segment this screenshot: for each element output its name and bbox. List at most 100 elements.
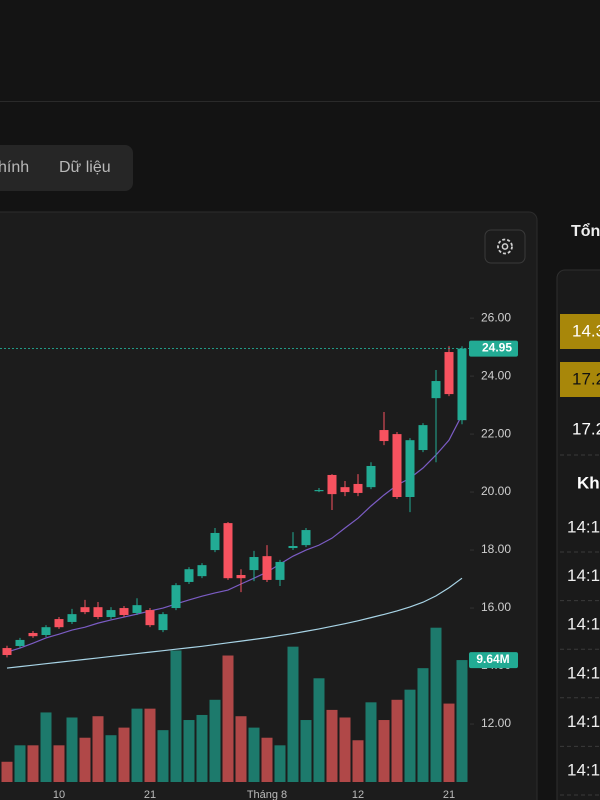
price-row: 17.2: [572, 419, 600, 438]
row-highlight: [560, 362, 600, 397]
volume-bar: [378, 720, 390, 782]
volume-bar: [326, 709, 338, 782]
candle-body: [80, 607, 90, 613]
time-row: 14:1: [567, 663, 600, 682]
volume-bar: [40, 712, 52, 782]
volume-bar: [183, 720, 195, 782]
candle-body: [249, 557, 259, 571]
volume-bar: [209, 699, 221, 782]
price-row: 14.3: [572, 321, 600, 340]
moving-average: [6, 414, 463, 653]
volume-badge-label: 9.64M: [476, 652, 509, 666]
x-tick-label: 21: [443, 789, 455, 800]
candle-body: [15, 639, 25, 647]
tab[interactable]: hính: [0, 159, 29, 176]
volume-bar: [196, 714, 208, 782]
settings-button[interactable]: [484, 229, 526, 264]
volume-bar: [365, 702, 377, 782]
tab-bar: [0, 145, 133, 191]
time-row: 14:1: [567, 760, 600, 779]
volume-bar: [14, 745, 26, 782]
candle-body: [132, 605, 142, 613]
candle-body: [210, 532, 220, 551]
volume-bar: [27, 745, 39, 782]
y-tick-label: 20.00: [481, 484, 511, 498]
volume-bar: [157, 730, 169, 782]
candle-body: [301, 530, 311, 546]
volume-bar: [144, 708, 156, 782]
y-tick-label: 12.00: [481, 716, 511, 730]
volume-bar: [404, 689, 416, 782]
candle-body: [119, 608, 129, 616]
volume-bar: [456, 660, 468, 782]
time-list: 14:1 14:1 14:1 14:1 14:1 14:1: [560, 517, 600, 796]
candle-body: [366, 465, 376, 488]
candle-body: [392, 434, 402, 498]
candle-body: [288, 546, 298, 549]
volume-bar: [92, 716, 104, 782]
volume-bar: [1, 761, 13, 782]
y-tick-label: 16.00: [481, 600, 511, 614]
price-row: 17.2: [572, 369, 600, 388]
candle-body: [405, 440, 415, 498]
time-row: 14:1: [567, 566, 600, 585]
volume-bar: [417, 668, 429, 782]
top-bar: [0, 0, 600, 101]
panel-heading: Tổn: [571, 222, 600, 240]
price-badge: [469, 340, 518, 357]
chart: 12.0014.0016.0018.0020.0022.0024.0026.00…: [0, 310, 518, 800]
x-tick-label: Tháng 8: [247, 789, 287, 800]
volume-bar: [131, 708, 143, 782]
volume-bar: [248, 727, 260, 782]
candle-body: [275, 561, 285, 580]
volume-bar: [287, 646, 299, 782]
side-panel: [556, 269, 600, 800]
candle-body: [145, 610, 155, 626]
price-badge-label: 24.95: [482, 341, 512, 355]
candle-body: [327, 474, 337, 495]
y-tick-label: 26.00: [481, 310, 511, 324]
candle-body: [353, 483, 363, 493]
chart-panel: [0, 211, 538, 800]
volume-bar: [105, 735, 117, 782]
candle-body: [158, 614, 168, 631]
volume-bar: [79, 737, 91, 782]
x-tick-label: 21: [144, 789, 156, 800]
volume-bar: [300, 720, 312, 782]
volume-bar: [118, 727, 130, 782]
section-title: Kh: [577, 473, 600, 492]
volume-bar: [391, 699, 403, 782]
candle-body: [379, 430, 389, 442]
moving-average: [6, 577, 463, 669]
volume-bar: [274, 745, 286, 782]
volume-bar: [66, 717, 78, 782]
candle-body: [2, 648, 12, 656]
candle-body: [106, 610, 116, 618]
candle-body: [314, 490, 324, 492]
candle-body: [184, 569, 194, 582]
candle-body: [431, 381, 441, 399]
x-tick-label: 10: [53, 789, 65, 800]
tab[interactable]: Dữ liệu: [59, 159, 111, 176]
x-tick-label: 12: [352, 789, 364, 800]
candle-body: [171, 585, 181, 609]
volume-bar: [339, 717, 351, 782]
candle-body: [197, 565, 207, 577]
time-row: 14:1: [567, 517, 600, 536]
candle-body: [457, 348, 467, 421]
volume-bar: [53, 745, 65, 782]
candle-body: [67, 614, 77, 622]
candle-body: [444, 352, 454, 395]
candle-body: [28, 632, 38, 637]
candle-body: [54, 619, 64, 628]
candle-body: [223, 523, 233, 579]
volume-bar: [313, 678, 325, 782]
candle-body: [418, 425, 428, 451]
candle-body: [236, 574, 246, 579]
volume-bar: [170, 650, 182, 782]
volume-bar: [261, 737, 273, 782]
time-row: 14:1: [567, 712, 600, 731]
y-tick-label: 22.00: [481, 426, 511, 440]
candle-body: [262, 556, 272, 580]
